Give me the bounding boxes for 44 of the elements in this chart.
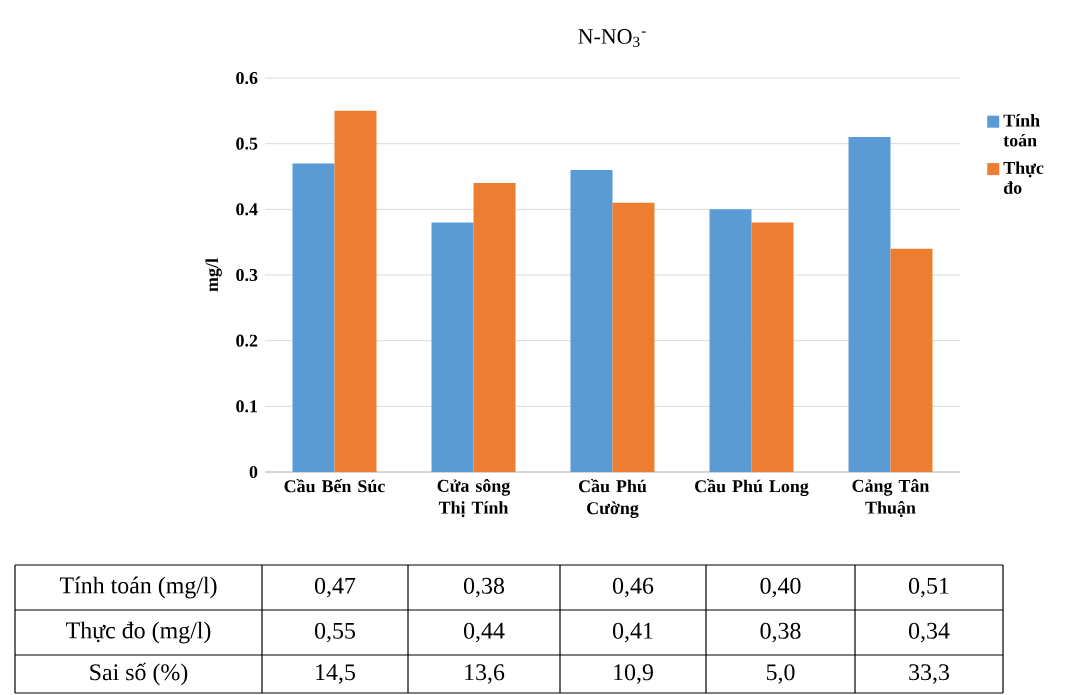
data-label: 0,38 <box>463 577 504 598</box>
y-tick-label: 0.4 <box>236 203 258 216</box>
bar <box>848 137 891 473</box>
y-tick-label: 0 <box>249 465 258 479</box>
bar <box>570 169 613 473</box>
text: Sai số (%) <box>90 662 188 686</box>
text: 10,9 <box>614 664 653 684</box>
data-label: 0,38 <box>760 622 801 643</box>
data-label: 0,55 <box>314 622 355 643</box>
y-axis-title: mg/l <box>205 258 222 292</box>
bar <box>612 202 655 473</box>
bar <box>890 248 933 473</box>
bar <box>334 110 377 473</box>
text: 33,3 <box>909 664 950 684</box>
data-label: 0,47 <box>314 577 356 598</box>
legend-label: Tính toán <box>1003 113 1040 147</box>
chart-title: N-NO$_{3}$- <box>578 29 646 48</box>
data-label: 0,44 <box>463 622 505 643</box>
legend-label: Thực đo <box>1003 161 1044 194</box>
bar <box>292 163 335 473</box>
bar <box>431 222 474 473</box>
data-label: 0,34 <box>909 622 950 643</box>
data-label: 0,51 <box>909 577 949 598</box>
text: 13,6 <box>465 664 505 684</box>
x-tick-label: Cầu Phú Long <box>695 479 809 497</box>
bar <box>473 183 516 473</box>
x-tick-label: Cầu Bến Súc <box>284 479 385 493</box>
data-label: 0,40 <box>760 577 801 598</box>
y-tick-label: 0.3 <box>236 268 258 282</box>
x-tick-label: Cầu Phú Cường <box>579 479 647 518</box>
x-tick-label: Cửa sông Thị Tính <box>437 479 511 518</box>
text: 5,0 <box>766 664 795 684</box>
bar <box>709 209 752 473</box>
bar <box>751 222 794 473</box>
data-label: 0,46 <box>612 577 654 598</box>
data-label: 0,41 <box>612 622 653 643</box>
y-tick-label: 0.5 <box>236 137 258 150</box>
y-tick-label: 0.2 <box>236 334 258 347</box>
y-tick-label: 0.1 <box>236 400 258 413</box>
text: Thực đo (mg/l) <box>66 621 211 644</box>
x-tick-label: Cảng Tân Thuận <box>852 479 930 518</box>
text: 14,5 <box>316 664 355 684</box>
text: Tính toán (mg/l) <box>59 576 217 599</box>
y-tick-label: 0.6 <box>236 71 258 85</box>
